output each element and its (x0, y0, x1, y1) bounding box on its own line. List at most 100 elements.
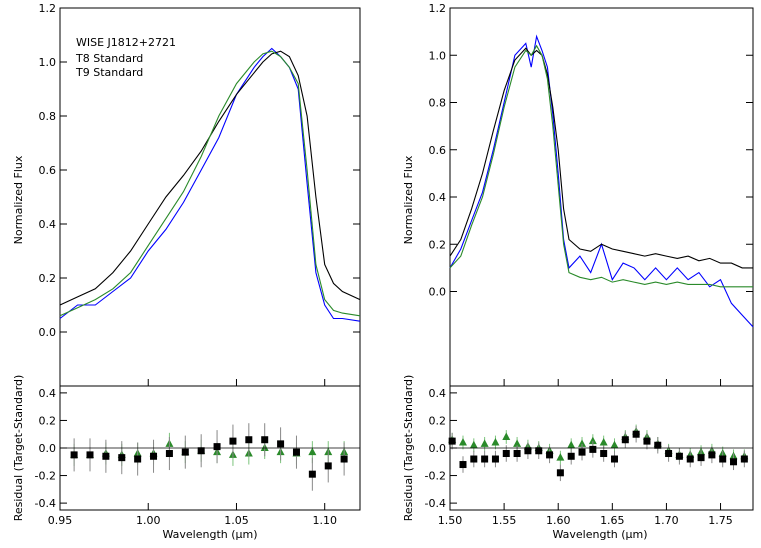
left-res-T8-point-3 (118, 454, 126, 462)
right-flux-ytick-label-2: 0.4 (429, 191, 447, 204)
right-xtick-label-2: 1.60 (546, 514, 571, 527)
right-xtick-label-0: 1.50 (438, 514, 463, 527)
left-res-T8-point-4 (134, 455, 142, 463)
right-res-ytick-label-3: 0.2 (429, 414, 447, 427)
left-flux-ytick-label-3: 0.6 (39, 164, 57, 177)
left-res-ytick-label-2: 0.0 (39, 442, 57, 455)
legend-wise: WISE J1812+2721 (76, 36, 176, 49)
left-spectrum-panel: 0.00.20.40.60.81.01.2 -0.4-0.20.00.20.4 … (12, 2, 361, 541)
right-res-T8-point-13 (589, 445, 597, 453)
left-res-T8-point-11 (245, 436, 253, 444)
right-series-line-0 (449, 34, 754, 328)
left-flux-ytick-label-2: 0.4 (39, 218, 57, 231)
left-series-line-0 (59, 47, 361, 322)
left-res-T9-point-15 (308, 447, 317, 456)
right-flux-ytick-label-5: 1.0 (429, 49, 447, 62)
right-res-T9-point-3 (480, 439, 489, 447)
right-res-T9-point-6 (513, 439, 522, 447)
right-res-T8-point-15 (610, 455, 618, 463)
left-res-T8-point-0 (70, 451, 78, 459)
right-res-T9-point-13 (588, 436, 597, 445)
right-res-T8-point-1 (459, 461, 467, 469)
left-res-T8-point-2 (102, 452, 110, 460)
left-xlabel: Wavelength (μm) (162, 528, 257, 541)
right-series-line-2 (449, 44, 753, 288)
right-res-ytick-label-2: 0.0 (429, 442, 447, 455)
right-res-ytick-label-4: 0.4 (429, 387, 447, 400)
right-res-T8-point-6 (513, 450, 521, 458)
right-xtick-label-3: 1.65 (600, 514, 625, 527)
right-res-T8-point-25 (719, 455, 727, 463)
left-flux-ylabel: Normalized Flux (12, 155, 25, 244)
right-res-T9-point-15 (610, 440, 619, 449)
right-res-T9-point-10 (556, 453, 565, 461)
legend-t9: T9 Standard (75, 66, 143, 79)
right-res-ytick-label-0: -0.4 (425, 497, 446, 510)
left-res-T8-point-7 (181, 448, 189, 456)
left-res-ytick-label-0: -0.4 (35, 497, 56, 510)
right-xtick-label-4: 1.70 (654, 514, 679, 527)
right-flux-ytick-label-3: 0.6 (429, 144, 447, 157)
right-res-T8-point-7 (524, 447, 532, 455)
left-flux-ytick-label-6: 1.2 (39, 2, 57, 15)
left-res-ytick-label-3: 0.2 (39, 414, 57, 427)
right-res-T9-point-14 (599, 437, 608, 446)
left-res-ytick-label-4: 0.4 (39, 387, 57, 400)
right-flux-ytick-label-6: 1.2 (429, 2, 447, 15)
right-res-T8-point-17 (632, 430, 640, 438)
right-res-T8-point-5 (502, 450, 510, 458)
right-res-T8-point-16 (621, 436, 629, 444)
left-res-T8-point-1 (86, 451, 94, 459)
left-res-ytick-label-1: -0.2 (35, 470, 56, 483)
right-xtick-label-5: 1.75 (708, 514, 733, 527)
right-res-T8-point-27 (740, 455, 748, 463)
left-res-T8-point-15 (308, 470, 316, 478)
left-res-T8-point-6 (165, 450, 173, 458)
right-res-T8-point-12 (578, 448, 586, 456)
left-flux-ytick-label-0: 0.0 (39, 326, 57, 339)
right-res-T8-point-11 (567, 452, 575, 460)
left-res-T8-point-10 (229, 437, 237, 445)
left-xtick-label-3: 1.10 (312, 514, 337, 527)
left-series-line-1 (59, 50, 361, 306)
right-res-T8-point-14 (600, 450, 608, 458)
left-xtick-label-1: 1.00 (136, 514, 161, 527)
left-xtick-label-0: 0.95 (48, 514, 73, 527)
left-res-T8-point-9 (213, 443, 221, 451)
right-res-T9-point-1 (458, 437, 467, 446)
right-res-T8-point-18 (643, 437, 651, 445)
left-res-T8-point-13 (277, 440, 285, 448)
right-res-T8-point-26 (730, 458, 738, 466)
legend-t8: T8 Standard (75, 52, 143, 65)
left-res-T8-point-17 (340, 455, 348, 463)
right-res-ytick-label-1: -0.2 (425, 470, 446, 483)
right-res-T9-point-2 (469, 440, 478, 449)
right-res-T8-point-10 (556, 469, 564, 477)
left-xtick-label-2: 1.05 (224, 514, 249, 527)
right-res-T9-point-4 (491, 437, 500, 446)
left-res-T8-point-12 (261, 436, 269, 444)
left-residual-ylabel: Residual (Target-Standard) (12, 375, 25, 522)
right-res-T8-point-21 (675, 452, 683, 460)
right-res-T8-point-20 (665, 450, 673, 458)
right-xlabel: Wavelength (μm) (552, 528, 647, 541)
left-res-T8-point-5 (150, 452, 158, 460)
left-series-line-2 (59, 50, 361, 317)
left-res-T8-point-14 (292, 448, 300, 456)
right-xtick-label-1: 1.55 (492, 514, 517, 527)
right-res-T8-point-3 (481, 455, 489, 463)
right-res-T8-point-2 (470, 455, 478, 463)
right-flux-ylabel: Normalized Flux (402, 155, 415, 244)
right-res-T9-point-12 (578, 439, 587, 447)
right-res-T8-point-23 (697, 454, 705, 462)
left-flux-ytick-label-1: 0.2 (39, 272, 57, 285)
left-res-T8-point-16 (324, 462, 332, 470)
left-flux-ytick-label-5: 1.0 (39, 56, 57, 69)
right-res-T9-point-5 (502, 432, 511, 440)
right-spectrum-panel: 0.00.20.40.60.81.01.2 -0.4-0.20.00.20.4 … (402, 2, 754, 541)
right-flux-ytick-label-0: 0.0 (429, 286, 447, 299)
right-res-T9-point-11 (567, 440, 576, 449)
left-res-T8-point-8 (197, 447, 205, 455)
right-series-line-1 (449, 47, 753, 269)
right-residual-ylabel: Residual (Target-Standard) (402, 375, 415, 522)
